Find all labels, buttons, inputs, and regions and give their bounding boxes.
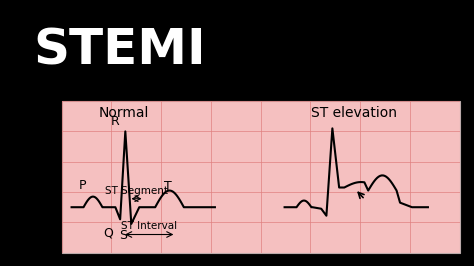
Text: ST Segment: ST Segment xyxy=(105,186,168,196)
Text: Q: Q xyxy=(104,226,114,239)
Text: P: P xyxy=(79,179,86,192)
Text: S: S xyxy=(119,229,128,242)
Bar xyxy=(62,101,460,253)
Text: Normal: Normal xyxy=(98,106,148,120)
Text: R: R xyxy=(111,115,120,128)
Text: ST Interval: ST Interval xyxy=(121,221,177,231)
Text: ST elevation: ST elevation xyxy=(311,106,397,120)
Text: T: T xyxy=(164,180,172,193)
Text: STEMI: STEMI xyxy=(33,27,206,74)
